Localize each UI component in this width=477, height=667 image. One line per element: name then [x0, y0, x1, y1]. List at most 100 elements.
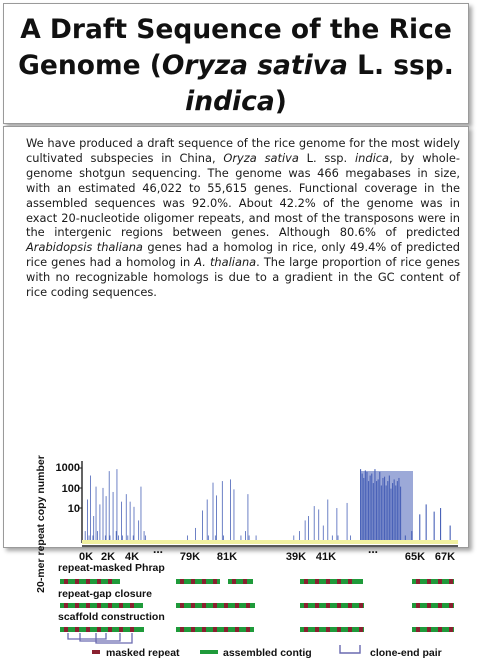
abstract-i1: Oryza sativa	[223, 150, 299, 165]
repeat-bar	[97, 531, 98, 543]
masked-repeat	[359, 603, 363, 608]
masked-repeat	[75, 579, 79, 584]
title-subspecies: indica	[185, 86, 275, 117]
masked-repeat	[449, 603, 453, 608]
masked-repeat	[348, 579, 352, 584]
repeat-bar	[138, 520, 140, 543]
masked-repeat	[191, 579, 195, 584]
repeat-bar	[331, 535, 333, 543]
masked-repeat	[337, 603, 341, 608]
masked-repeat	[130, 603, 134, 608]
masked-repeat	[191, 627, 195, 632]
masked-repeat	[97, 579, 101, 584]
masked-repeat	[180, 579, 184, 584]
repeat-bar	[207, 535, 209, 543]
assembled-contig	[300, 603, 364, 608]
repeat-bar	[206, 499, 208, 543]
row-label-repeat-masked-phrap: repeat-masked Phrap	[58, 562, 165, 574]
masked-repeat	[315, 579, 319, 584]
axis-break-ellipsis: ...	[368, 542, 378, 556]
repeat-bar	[121, 501, 122, 543]
repeat-bar	[350, 535, 351, 543]
x-axis-layer: 0K 2K 4K 79K 81K 39K 41K 65K 67K......	[79, 540, 458, 563]
repeat-bar	[293, 535, 295, 543]
repeat-bar	[425, 504, 427, 543]
y-tick-10: 10	[68, 503, 80, 515]
repeat-bar	[87, 499, 88, 543]
repeat-bar	[299, 531, 300, 543]
axis-break-ellipsis: ...	[153, 542, 163, 556]
masked-repeat	[449, 627, 453, 632]
abstract-i3: Arabidopsis thaliana	[26, 240, 143, 255]
legend-swatch-masked-repeat	[92, 650, 100, 654]
dense-repeat-block	[361, 471, 413, 543]
masked-repeat	[235, 627, 239, 632]
legend-label-clone-end-pair: clone-end pair	[370, 647, 442, 659]
abstract-i2: indica	[354, 150, 389, 165]
masked-repeat	[224, 603, 228, 608]
masked-repeat	[337, 579, 341, 584]
repeat-bar	[104, 535, 106, 543]
title-text-3: )	[274, 86, 287, 117]
clone-end-pair	[67, 633, 107, 640]
masked-repeat	[449, 579, 453, 584]
masked-repeat	[213, 579, 217, 584]
masked-repeat	[213, 603, 217, 608]
abstract-panel: We have produced a draft sequence of the…	[3, 126, 469, 659]
masked-repeat	[304, 579, 308, 584]
row-label-scaffold-construction: scaffold construction	[58, 611, 165, 623]
assembled-contig	[300, 627, 364, 632]
repeat-bar	[140, 486, 142, 543]
repeat-bar	[240, 535, 242, 543]
masked-repeat	[64, 627, 68, 632]
repeat-bar	[449, 525, 451, 543]
repeat-bar	[313, 506, 315, 543]
repeat-bar	[186, 535, 188, 543]
repeat-bar	[304, 520, 306, 543]
y-axis-label: 20-mer repeat copy number	[35, 455, 47, 593]
masked-repeat	[75, 603, 79, 608]
repeat-bar	[322, 525, 324, 543]
masked-repeat	[315, 603, 319, 608]
masked-repeat	[326, 603, 330, 608]
repeat-bar	[248, 535, 250, 543]
masked-repeat	[416, 603, 420, 608]
masked-repeat	[119, 627, 123, 632]
masked-repeat	[235, 603, 239, 608]
repeat-bar	[337, 535, 339, 543]
repeat-bar	[132, 535, 134, 543]
title-panel: A Draft Sequence of the Rice Genome (Ory…	[3, 3, 469, 124]
repeat-bar	[202, 510, 203, 543]
masked-repeat	[86, 579, 90, 584]
x-tick-label: 41K	[316, 551, 336, 563]
repeat-bar	[116, 469, 118, 543]
masked-repeat	[243, 579, 247, 584]
masked-repeat	[348, 627, 352, 632]
repeat-bar	[419, 514, 421, 543]
legend-swatch-clone-end-pair	[339, 645, 361, 654]
masked-repeat	[326, 579, 330, 584]
repeat-bar	[233, 489, 235, 543]
repeat-bar	[95, 486, 97, 543]
repeat-bar	[145, 535, 147, 543]
masked-repeat	[304, 627, 308, 632]
masked-repeat	[119, 603, 123, 608]
x-tick-label: 81K	[217, 551, 237, 563]
masked-repeat	[348, 603, 352, 608]
repeat-bar	[327, 499, 329, 543]
masked-repeat	[416, 579, 420, 584]
assembled-contig	[300, 579, 363, 584]
repeat-bar	[133, 506, 135, 543]
x-tick-label: 67K	[435, 551, 455, 563]
repeat-bar	[84, 531, 86, 543]
title-text-2: L. ssp.	[347, 50, 454, 81]
masked-repeat	[108, 579, 112, 584]
masked-repeat	[416, 627, 420, 632]
masked-repeat	[427, 627, 431, 632]
masked-repeat	[232, 579, 236, 584]
repeat-bar	[127, 535, 129, 543]
title-species: Oryza sativa	[161, 50, 348, 81]
baseline-strip	[82, 540, 458, 544]
masked-repeat	[427, 603, 431, 608]
bar-layer	[84, 469, 451, 543]
